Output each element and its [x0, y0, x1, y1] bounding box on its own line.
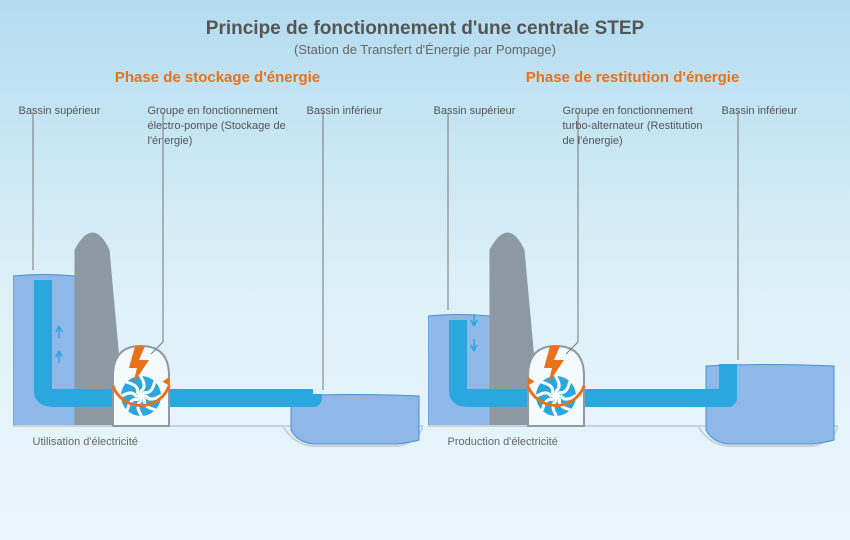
- phase-title-release: Phase de restitution d'énergie: [428, 69, 838, 86]
- diagram-release: Production d'électricité: [428, 186, 838, 486]
- phase-title-storage: Phase de stockage d'énergie: [13, 69, 423, 86]
- diagram-subtitle: (Station de Transfert d'Énergie par Pomp…: [0, 42, 850, 57]
- diagram-storage: Utilisation d'électricité: [13, 186, 423, 486]
- caption-storage: Utilisation d'électricité: [33, 436, 138, 448]
- schematic-storage: [13, 106, 423, 486]
- caption-release: Production d'électricité: [448, 436, 558, 448]
- panels-row: Phase de stockage d'énergie Bassin supér…: [0, 69, 850, 486]
- panel-release: Phase de restitution d'énergie Bassin su…: [428, 69, 838, 486]
- schematic-release: [428, 106, 838, 486]
- diagram-title: Principe de fonctionnement d'une central…: [0, 0, 850, 40]
- panel-storage: Phase de stockage d'énergie Bassin supér…: [13, 69, 423, 486]
